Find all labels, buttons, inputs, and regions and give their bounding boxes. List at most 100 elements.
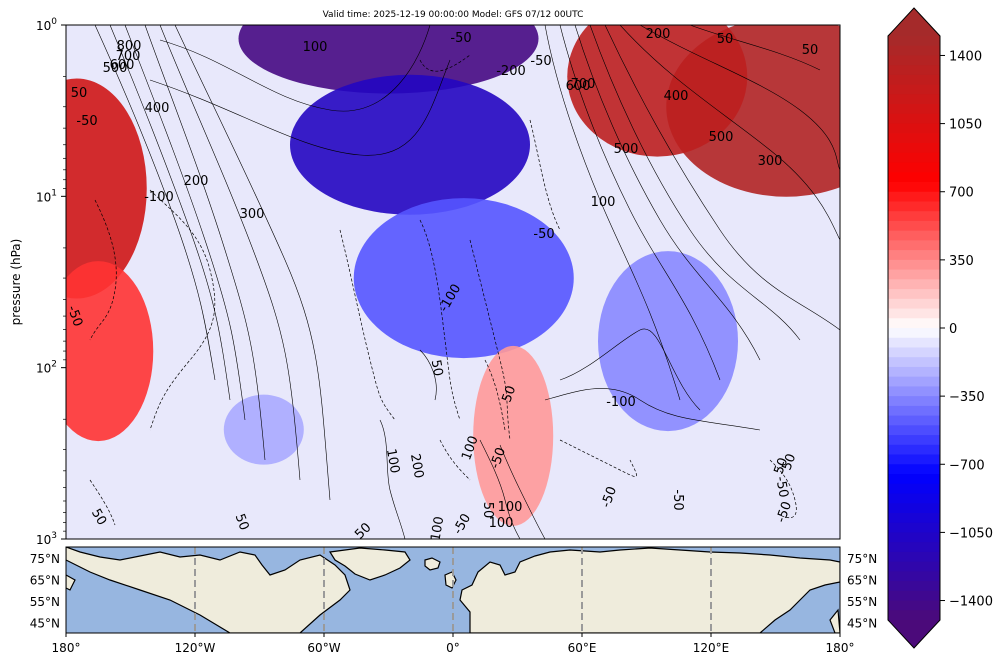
map-gridlines [194, 547, 712, 633]
x-tick-label: 120°E [693, 641, 730, 655]
contour-label: 200 [407, 453, 426, 480]
contour-label: 700 [571, 77, 596, 92]
colorbar-band [888, 415, 940, 426]
heatmap-frame [65, 24, 841, 540]
colorbar-tick-label: −1400 [949, 595, 993, 610]
colorbar-band [888, 590, 940, 602]
colorbar-tick-label: 1400 [949, 49, 982, 64]
colorbar-band [888, 551, 940, 563]
colorbar-band [888, 493, 940, 504]
lat-label-right: 75°N [847, 552, 877, 566]
colorbar-band [888, 84, 940, 95]
contour-label: 300 [240, 207, 265, 222]
colorbar-band [888, 250, 940, 261]
colorbar-band [888, 65, 940, 76]
contour-label: 50 [772, 456, 792, 477]
contour-label: -100 [428, 515, 448, 547]
contour-label: 100 [498, 500, 523, 515]
colorbar-band [888, 376, 940, 387]
colorbar-band [888, 191, 940, 203]
contour-label: 50 [71, 86, 88, 101]
contour-label: 400 [664, 89, 689, 104]
colorbar-band [888, 36, 940, 47]
x-tick-label: 60°E [568, 641, 597, 655]
colorbar-tick-label: 350 [949, 254, 974, 269]
colorbar-band [888, 104, 940, 115]
colorbar-band [888, 269, 940, 280]
map-panel: 180° 120°W 60°W 0° 60°E 120°E 180° 75°N 75°N 65°N… [30, 546, 877, 655]
colorbar-band [888, 347, 940, 358]
colorbar-band [888, 152, 940, 164]
colorbar-band [888, 328, 940, 339]
contour-label: 800 [117, 39, 142, 54]
colorbar-band [888, 113, 940, 125]
heatmap-fill [66, 25, 840, 526]
contour-label: 200 [184, 174, 209, 189]
colorbar-band [888, 308, 940, 319]
colorbar-band [888, 211, 940, 222]
contour-label: 100 [489, 516, 514, 531]
colorbar: 1400 1050 700 350 0 −350 −700 −1050 −1400 [887, 7, 993, 649]
colorbar-band [888, 610, 940, 621]
heatmap-region [473, 345, 554, 526]
contour-label: -50 [450, 31, 471, 46]
colorbar-band [888, 532, 940, 543]
colorbar-band [888, 201, 940, 212]
lat-label-left: 55°N [30, 595, 60, 609]
heatmap-region [598, 251, 738, 432]
contour-label: 100 [383, 448, 402, 475]
colorbar-band [888, 259, 940, 271]
chart-title: Valid time: 2025-12-19 00:00:00 Model: G… [323, 10, 584, 20]
contour-label: -50 [530, 54, 551, 69]
heatmap-region [290, 74, 530, 215]
colorbar-band [888, 220, 940, 232]
contour-label: -50 [64, 304, 85, 329]
contour-label: 200 [646, 27, 671, 42]
contour-lines-dashed [89, 54, 797, 526]
contour-label: 500 [709, 130, 734, 145]
land [66, 547, 840, 633]
contour-label: 600 [566, 79, 591, 94]
contour-label: 50 [232, 512, 252, 533]
colorbar-band [888, 425, 940, 436]
contour-label: -100 [144, 190, 174, 205]
y-tick-label: 102 [36, 360, 57, 376]
contour-label: 400 [145, 101, 170, 116]
colorbar-tick-label: −350 [949, 390, 985, 405]
colorbar-band [888, 182, 940, 193]
colorbar-band [888, 133, 940, 144]
colorbar-band [888, 561, 940, 572]
y-axis-label: pressure (hPa) [9, 239, 23, 326]
colorbar-band [888, 240, 940, 251]
colorbar-band [888, 172, 940, 183]
colorbar-band [888, 45, 940, 57]
colorbar-band [888, 318, 940, 329]
y-axis: 100 101 102 103 [36, 17, 66, 547]
colorbar-band [888, 483, 940, 495]
contour-label: 300 [758, 154, 783, 169]
lat-label-left: 75°N [30, 552, 60, 566]
colorbar-band [888, 230, 940, 241]
colorbar-band [888, 454, 940, 465]
colorbar-band [888, 503, 940, 514]
x-tick-label: 60°W [307, 641, 340, 655]
contour-label: 100 [591, 195, 616, 210]
colorbar-band [888, 396, 940, 407]
contour-label: -50 [599, 485, 620, 510]
lat-label-left: 45°N [30, 616, 60, 630]
contour-label: -50 [76, 114, 97, 129]
contour-label: 100 [303, 40, 328, 55]
colorbar-band [888, 444, 940, 456]
colorbar-band [888, 366, 940, 378]
heatmap-region [66, 261, 154, 442]
contour-label: -200 [496, 64, 526, 79]
colorbar-tick-label: 700 [949, 186, 974, 201]
colorbar-band [888, 386, 940, 397]
colorbar-tick-label: 0 [949, 322, 957, 337]
heatmap-region [353, 198, 574, 359]
x-tick-label: 180° [826, 641, 855, 655]
contour-label: 500 [614, 142, 639, 157]
heatmap-region [238, 25, 539, 94]
